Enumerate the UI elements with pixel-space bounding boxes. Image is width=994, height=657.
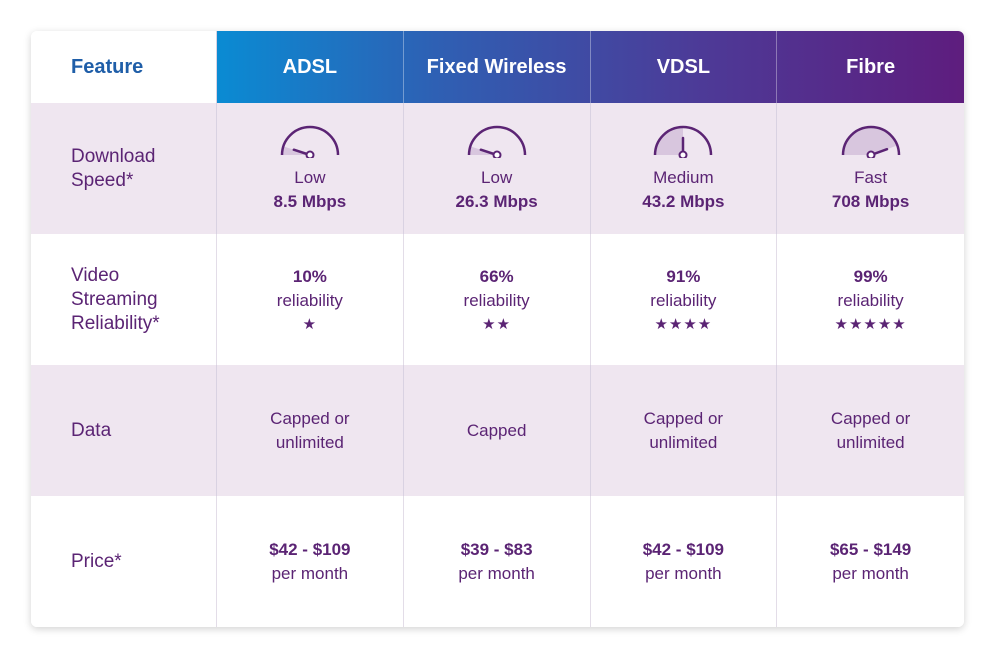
gauge-hub <box>678 150 688 158</box>
speedometer-medium-icon <box>654 125 713 158</box>
speed-level: Medium <box>653 167 714 187</box>
gauge-arc <box>841 125 900 155</box>
data-cell-fixed-wireless: Capped <box>404 365 591 496</box>
reliability-percent: 91% <box>666 266 701 286</box>
row-data: Data Capped or unlimited Capped Capped o… <box>31 365 964 496</box>
column-header-fixed-wireless: Fixed Wireless <box>404 31 591 103</box>
row-price: Price* $42 - $109 per month $39 - $83 pe… <box>31 496 964 627</box>
reliability-percent: 66% <box>479 266 514 286</box>
gauge-arc <box>280 125 340 155</box>
reliability-percent: 99% <box>853 266 888 286</box>
gauge-arc <box>467 125 526 155</box>
price-period: per month <box>458 563 535 583</box>
streaming-cell-fixed-wireless: 66% reliability ★★ <box>404 234 591 365</box>
gauge-arc <box>654 125 713 155</box>
data-value: Capped or unlimited <box>643 408 724 452</box>
reliability-text: reliability <box>463 290 530 310</box>
streaming-cell-adsl: 10% reliability ★ <box>217 234 404 365</box>
speedometer-low-icon <box>467 125 526 158</box>
row-label-download-speed: Download Speed* <box>31 103 217 234</box>
speed-value: 708 Mbps <box>831 191 910 211</box>
star-rating-icon: ★ <box>302 315 318 333</box>
column-header-adsl: ADSL <box>217 31 404 103</box>
price-cell-fixed-wireless: $39 - $83 per month <box>404 496 591 627</box>
price-amount: $39 - $83 <box>460 539 533 559</box>
column-header-fibre: Fibre <box>846 55 896 78</box>
comparison-table: Feature ADSL Fixed Wireless VDSL Fibre D… <box>31 31 964 627</box>
reliability-text: reliability <box>837 290 904 310</box>
price-cell-fibre: $65 - $149 per month <box>777 496 964 627</box>
row-label-data: Data <box>31 365 217 496</box>
row-download-speed: Download Speed* Low 8.5 Mbps Low 26.3 Mb… <box>31 103 964 234</box>
price-period: per month <box>832 563 909 583</box>
price-amount: $65 - $149 <box>829 539 912 559</box>
price-period: per month <box>645 563 722 583</box>
price-period: per month <box>271 563 349 583</box>
speed-value: 26.3 Mbps <box>455 191 538 211</box>
star-rating-icon: ★★ <box>482 315 512 333</box>
price-cell-adsl: $42 - $109 per month <box>217 496 404 627</box>
speedometer-low-icon <box>280 125 340 158</box>
speed-level: Low <box>294 167 326 187</box>
download-cell-adsl: Low 8.5 Mbps <box>217 103 404 234</box>
row-video-streaming: Video Streaming Reliability* 10% reliabi… <box>31 234 964 365</box>
reliability-text: reliability <box>276 290 343 310</box>
price-cell-vdsl: $42 - $109 per month <box>591 496 778 627</box>
speed-value: 43.2 Mbps <box>642 191 725 211</box>
gauge-hub <box>305 150 315 158</box>
data-value: Capped or unlimited <box>270 408 350 452</box>
star-rating-icon: ★★★★★ <box>834 315 907 333</box>
gauge-fill <box>655 126 684 155</box>
gauge-fill <box>842 126 897 155</box>
streaming-cell-fibre: 99% reliability ★★★★★ <box>777 234 964 365</box>
feature-header: Feature <box>31 31 217 103</box>
data-value: Capped <box>466 420 527 440</box>
price-amount: $42 - $109 <box>642 539 725 559</box>
data-cell-vdsl: Capped or unlimited <box>591 365 778 496</box>
speed-value: 8.5 Mbps <box>273 191 347 211</box>
row-label-price: Price* <box>31 496 217 627</box>
streaming-cell-vdsl: 91% reliability ★★★★ <box>591 234 778 365</box>
star-rating-icon: ★★★★ <box>654 315 713 333</box>
gauge-hub <box>866 150 876 158</box>
speed-level: Low <box>481 167 513 187</box>
data-cell-adsl: Capped or unlimited <box>217 365 404 496</box>
speedometer-fast-icon <box>841 125 900 158</box>
download-cell-vdsl: Medium 43.2 Mbps <box>591 103 778 234</box>
speed-level: Fast <box>854 167 888 187</box>
gauge-hub <box>492 150 502 158</box>
data-cell-fibre: Capped or unlimited <box>777 365 964 496</box>
reliability-percent: 10% <box>292 266 327 286</box>
download-cell-fixed-wireless: Low 26.3 Mbps <box>404 103 591 234</box>
data-value: Capped or unlimited <box>830 408 911 452</box>
row-label-video-streaming: Video Streaming Reliability* <box>31 234 217 365</box>
table-header: Feature ADSL Fixed Wireless VDSL Fibre <box>31 31 964 103</box>
reliability-text: reliability <box>650 290 717 310</box>
plan-headers: ADSL Fixed Wireless VDSL Fibre <box>217 31 964 103</box>
column-header-vdsl: VDSL <box>591 31 778 103</box>
download-cell-fibre: Fast 708 Mbps <box>777 103 964 234</box>
price-amount: $42 - $109 <box>269 539 351 559</box>
